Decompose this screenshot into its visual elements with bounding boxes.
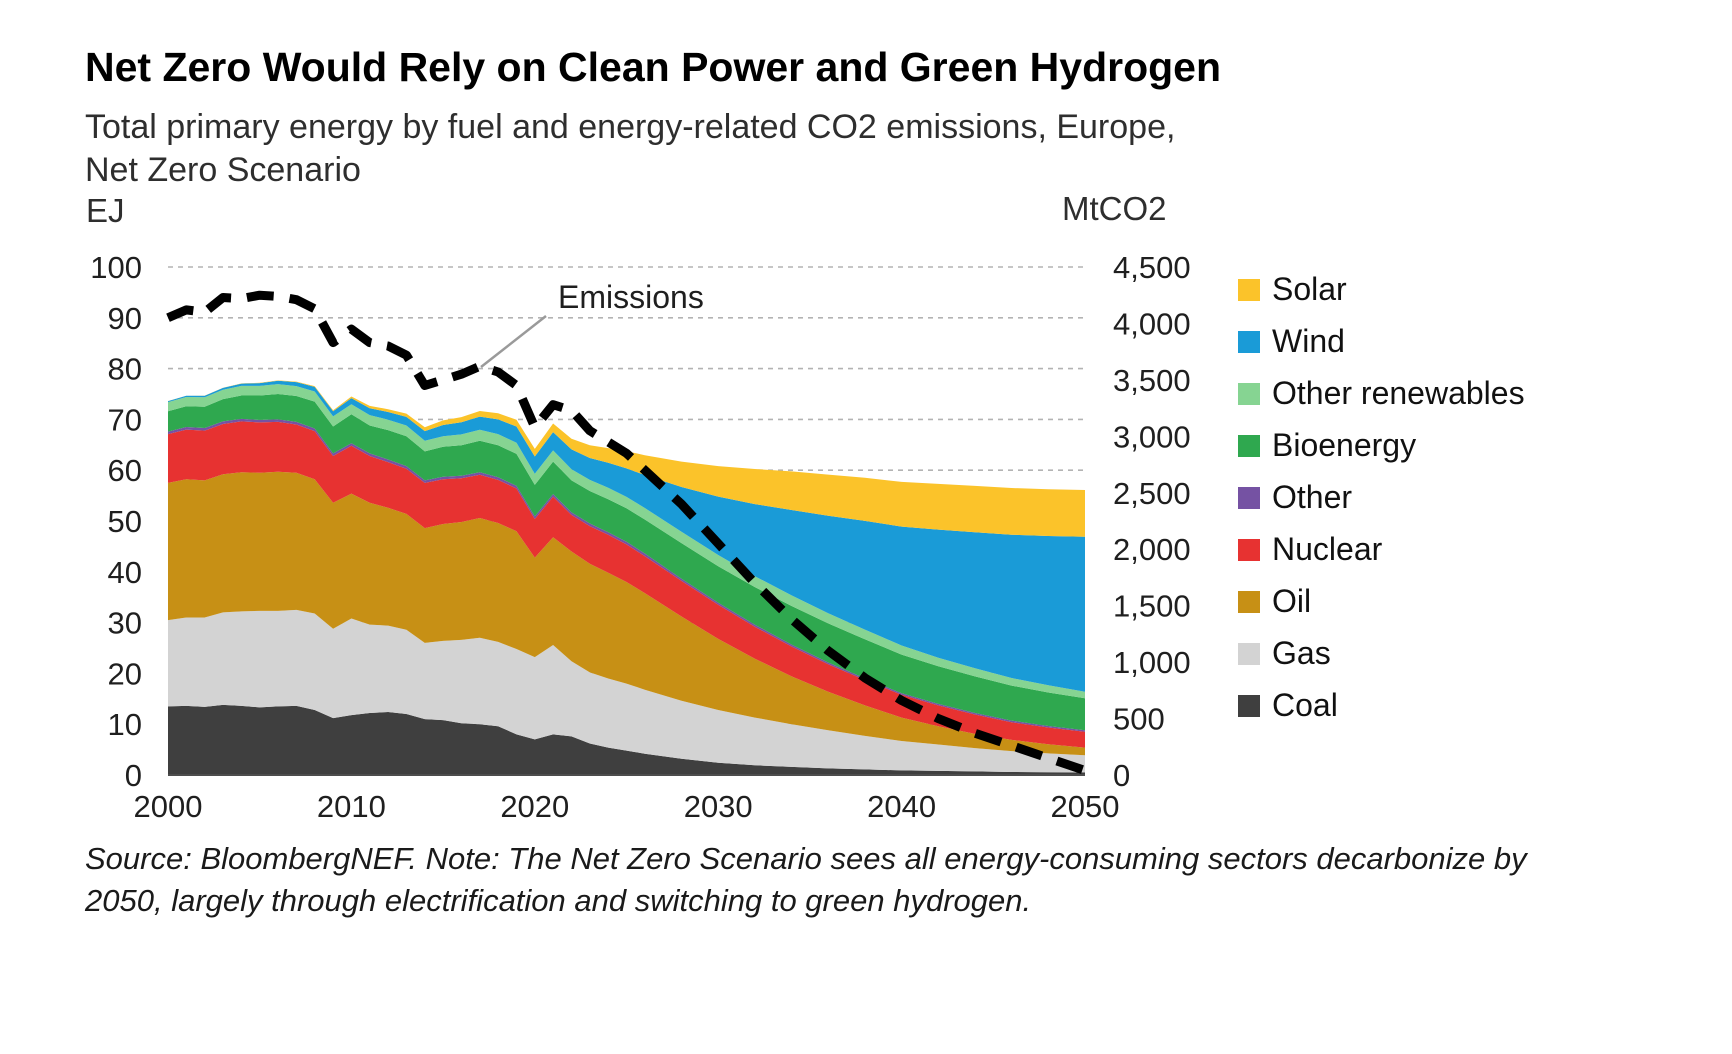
x-axis-tick-label: 2050	[1051, 789, 1120, 824]
area-nuclear	[168, 421, 1085, 748]
legend-label: Nuclear	[1272, 531, 1383, 567]
right-axis-unit: MtCO2	[1062, 190, 1167, 227]
chart-subtitle: Total primary energy by fuel and energy-…	[85, 108, 1176, 189]
area-wind	[168, 380, 1085, 692]
left-axis-tick-label: 80	[108, 352, 142, 387]
legend-swatch	[1238, 590, 1260, 613]
area-oil	[168, 471, 1085, 756]
legend-label: Other	[1272, 479, 1353, 515]
legend-label: Wind	[1272, 323, 1345, 359]
legend-item-wind: Wind	[1238, 323, 1525, 359]
left-axis-tick-label: 70	[108, 402, 142, 437]
right-axis-tick-label: 1,500	[1113, 589, 1191, 624]
legend-label: Other renewables	[1272, 375, 1525, 411]
right-axis-tick-label: 0	[1113, 758, 1130, 793]
left-axis-tick-label: 60	[108, 453, 142, 488]
emissions-annotation-connector	[480, 315, 547, 368]
legend-swatch	[1238, 486, 1260, 509]
x-axis-tick-label: 2020	[500, 789, 569, 824]
x-axis-tick-label: 2040	[867, 789, 936, 824]
left-axis-tick-label: 40	[108, 555, 142, 590]
legend-item-oil: Oil	[1238, 583, 1525, 619]
right-axis-tick-label: 3,500	[1113, 363, 1191, 398]
legend-swatch	[1238, 278, 1260, 301]
right-axis-tick-label: 3,000	[1113, 419, 1191, 454]
right-axis-tick-label: 4,500	[1113, 250, 1191, 285]
right-axis-tick-label: 2,000	[1113, 532, 1191, 567]
legend-item-other: Other	[1238, 479, 1525, 515]
legend-label: Coal	[1272, 687, 1338, 723]
area-coal	[168, 704, 1085, 775]
left-axis-tick-label: 10	[108, 707, 142, 742]
emissions-annotation-label: Emissions	[558, 279, 704, 315]
legend: Solar Wind Other renewables Bioenergy Other N…	[1238, 271, 1525, 723]
x-axis-tick-label: 2030	[684, 789, 753, 824]
left-axis-tick-label: 20	[108, 656, 142, 691]
right-axis-tick-label: 500	[1113, 702, 1165, 737]
area-bioenergy	[168, 394, 1085, 731]
right-axis-tick-label: 1,000	[1113, 645, 1191, 680]
legend-swatch	[1238, 642, 1260, 665]
left-axis-tick-label: 30	[108, 606, 142, 641]
area-gas	[168, 609, 1085, 773]
legend-swatch	[1238, 330, 1260, 353]
legend-item-other-renewables: Other renewables	[1238, 375, 1525, 411]
left-axis-unit: EJ	[86, 192, 125, 229]
right-axis-tick-label: 2,500	[1113, 476, 1191, 511]
legend-item-bioenergy: Bioenergy	[1238, 427, 1525, 463]
left-axis-tick-label: 0	[125, 758, 142, 793]
right-axis-tick-label: 4,000	[1113, 306, 1191, 341]
x-axis-tick-label: 2000	[134, 789, 203, 824]
legend-item-coal: Coal	[1238, 687, 1525, 723]
legend-item-gas: Gas	[1238, 635, 1525, 671]
legend-swatch	[1238, 382, 1260, 405]
legend-swatch	[1238, 538, 1260, 561]
left-axis-tick-label: 50	[108, 504, 142, 539]
legend-swatch	[1238, 434, 1260, 457]
legend-item-nuclear: Nuclear	[1238, 531, 1525, 567]
left-axis-tick-label: 90	[108, 301, 142, 336]
legend-label: Gas	[1272, 635, 1331, 671]
legend-label: Bioenergy	[1272, 427, 1417, 463]
chart-title: Net Zero Would Rely on Clean Power and G…	[85, 44, 1222, 90]
x-axis-tick-label: 2010	[317, 789, 386, 824]
legend-label: Oil	[1272, 583, 1312, 619]
legend-label: Solar	[1272, 271, 1347, 307]
legend-item-solar: Solar	[1238, 271, 1525, 307]
legend-swatch	[1238, 694, 1260, 717]
left-axis-tick-label: 100	[90, 250, 142, 285]
source-note: Source: BloombergNEF. Note: The Net Zero…	[85, 841, 1527, 918]
